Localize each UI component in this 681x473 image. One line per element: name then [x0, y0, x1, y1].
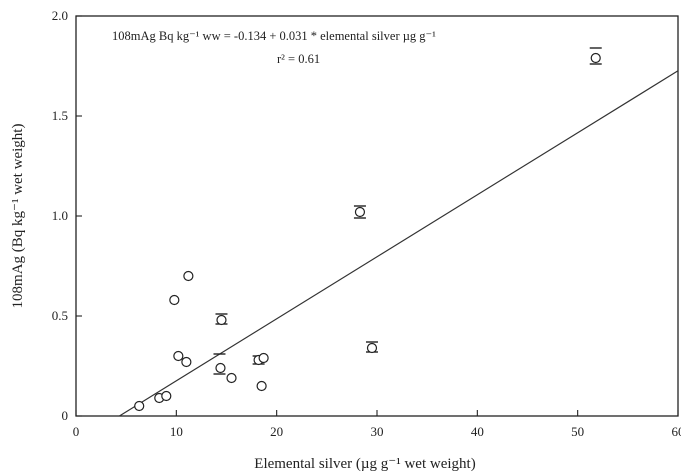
data-point [354, 206, 366, 218]
x-tick-label: 60 [672, 424, 681, 439]
plot-area-frame [75, 15, 679, 417]
data-point [590, 52, 601, 64]
data-point [173, 350, 184, 362]
axis-tick-labels: 0 10 20 30 40 50 60 0 0.5 1.0 1.5 2.0 [52, 8, 681, 439]
y-axis-label: 108mAg (Bq kg⁻¹ wet weight) [10, 124, 26, 309]
error-bar [353, 205, 366, 219]
regression-line [119, 70, 679, 417]
data-points [134, 52, 601, 412]
data-point [258, 352, 269, 364]
error-bars [213, 47, 602, 375]
x-axis-label: Elemental silver (µg g⁻¹ wet weight) [254, 456, 475, 472]
y-tick-label: 2.0 [52, 8, 68, 23]
r-squared-label: r² = 0.61 [277, 52, 320, 66]
data-point [134, 400, 145, 412]
data-point [161, 390, 172, 402]
regression-equation: 108mAg Bq kg⁻¹ ww = -0.134 + 0.031 * ele… [112, 29, 436, 43]
axis-ticks [75, 15, 679, 417]
x-tick-label: 30 [371, 424, 384, 439]
data-point [215, 362, 226, 374]
x-tick-label: 0 [73, 424, 80, 439]
data-point [216, 314, 227, 326]
y-tick-label: 1.0 [52, 208, 68, 223]
data-point [256, 380, 267, 392]
y-tick-label: 0.5 [52, 308, 68, 323]
data-point [183, 270, 194, 282]
data-point [226, 372, 237, 384]
x-tick-label: 10 [170, 424, 183, 439]
error-bar [213, 353, 226, 375]
error-bar [589, 47, 602, 65]
x-tick-label: 50 [571, 424, 584, 439]
data-point [169, 294, 180, 306]
x-tick-label: 20 [270, 424, 283, 439]
data-point [181, 356, 192, 368]
y-tick-label: 1.5 [52, 108, 68, 123]
x-tick-label: 40 [471, 424, 484, 439]
data-point [366, 342, 378, 354]
y-tick-label: 0 [62, 408, 69, 423]
